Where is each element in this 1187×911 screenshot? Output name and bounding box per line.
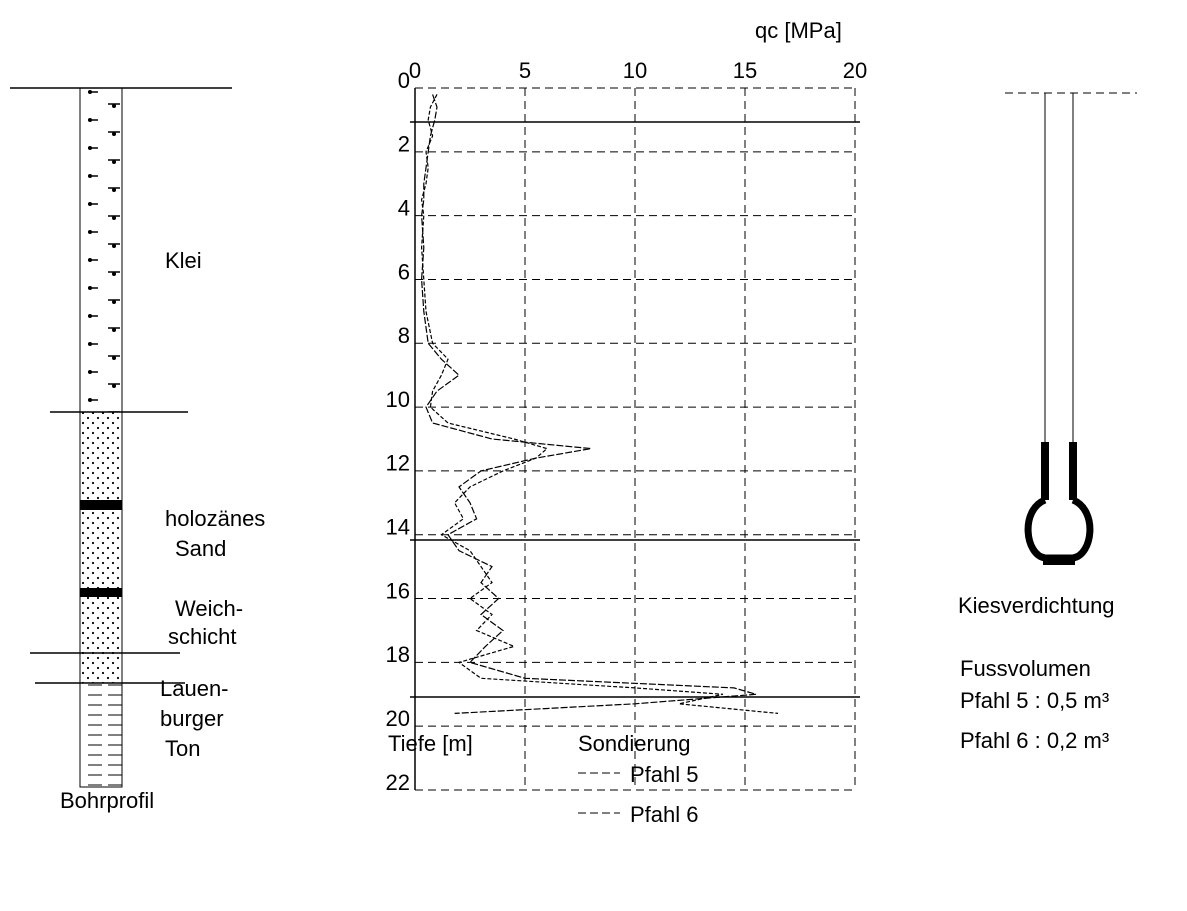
profile-caption: Bohrprofil	[60, 788, 154, 813]
pile: Kiesverdichtung Fussvolumen Pfahl 5 : 0,…	[958, 92, 1137, 753]
pile-casing	[1041, 442, 1077, 500]
layer-klei	[79, 87, 123, 413]
x-tick-label: 5	[519, 58, 531, 83]
y-tick-label: 2	[398, 132, 410, 157]
y-tick-label: 16	[386, 578, 410, 603]
series-line	[420, 94, 779, 714]
volume-title: Fussvolumen	[960, 656, 1091, 681]
pile-label: Kiesverdichtung	[958, 593, 1115, 618]
series-line	[420, 94, 757, 714]
y-tick-label: 10	[386, 387, 410, 412]
x-tick-label: 10	[623, 58, 647, 83]
layer-label: holozänes	[165, 506, 265, 531]
volume: Pfahl 6 : 0,2 m³	[960, 728, 1109, 753]
borehole-profile: Klei holozänes Sand Weich- schicht Lauen…	[10, 87, 265, 813]
band	[80, 588, 122, 597]
y-tick-label: 0	[398, 68, 410, 93]
layer-label: Sand	[175, 536, 226, 561]
layer-ton	[79, 682, 123, 788]
layer-label: Ton	[165, 736, 200, 761]
x-tick-label: 20	[843, 58, 867, 83]
y-tick-label: 20	[386, 706, 410, 731]
volume: Pfahl 5 : 0,5 m³	[960, 688, 1109, 713]
legend-label: Pfahl 5	[630, 762, 699, 787]
band	[80, 500, 122, 510]
layer-label: Weich-	[175, 596, 243, 621]
legend-title: Sondierung	[578, 731, 691, 756]
layer-label: schicht	[168, 624, 236, 649]
y-axis-label: Tiefe [m]	[388, 731, 473, 756]
y-tick-label: 6	[398, 259, 410, 284]
legend-label: Pfahl 6	[630, 802, 699, 827]
pile-bulb	[1024, 496, 1094, 562]
x-tick-label: 0	[409, 58, 421, 83]
y-tick-label: 22	[386, 770, 410, 795]
y-tick-label: 14	[386, 515, 410, 540]
pile-base	[1043, 557, 1075, 565]
x-tick-label: 15	[733, 58, 757, 83]
y-tick-label: 8	[398, 323, 410, 348]
y-tick-label: 4	[398, 195, 410, 220]
layer-sand	[79, 411, 123, 684]
x-axis-label: qc [MPa]	[755, 18, 842, 43]
y-tick-label: 18	[386, 642, 410, 667]
y-tick-label: 12	[386, 451, 410, 476]
layer-label: Lauen-	[160, 676, 229, 701]
layer-label: Klei	[165, 248, 202, 273]
layer-label: burger	[160, 706, 224, 731]
